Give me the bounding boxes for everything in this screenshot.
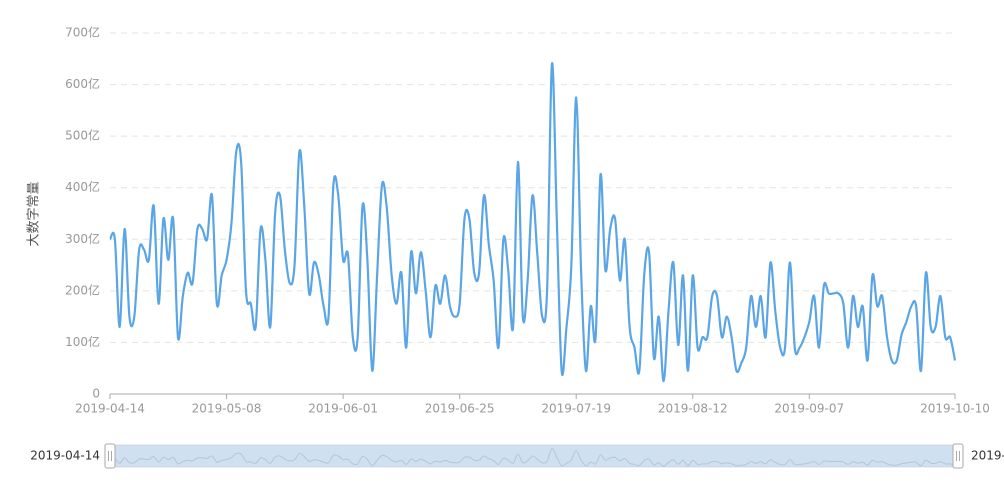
y-tick-label: 300亿 [65,231,100,246]
zoom-line [109,448,956,467]
zoom-start-label: 2019-04-14 [30,449,100,463]
zoom-window [110,445,958,467]
x-tick-label: 2019-08-12 [658,402,728,416]
y-tick-label: 700亿 [65,25,100,40]
x-tick-label: 2019-06-01 [308,402,378,416]
data-line [108,62,957,383]
y-tick-label: 500亿 [65,128,100,143]
y-tick-label: 200亿 [65,282,100,297]
x-tick-label: 2019-10-10 [920,402,990,416]
y-tick-label: 0 [92,387,100,401]
zoom-end-label: 2019-10-10 [971,449,1004,463]
y-tick-label: 100亿 [65,334,100,349]
x-tick-label: 2019-05-08 [192,402,262,416]
zoom-handle[interactable] [952,443,964,469]
x-tick-label: 2019-06-25 [425,402,495,416]
y-axis-title: 大数字常量 [27,181,42,246]
x-tick-label: 2019-07-19 [541,402,611,416]
zoom-handle[interactable] [104,443,116,469]
y-tick-label: 400亿 [65,179,100,194]
x-tick-label: 2019-09-07 [774,402,844,416]
y-tick-label: 600亿 [65,76,100,91]
x-tick-label: 2019-04-14 [75,402,145,416]
